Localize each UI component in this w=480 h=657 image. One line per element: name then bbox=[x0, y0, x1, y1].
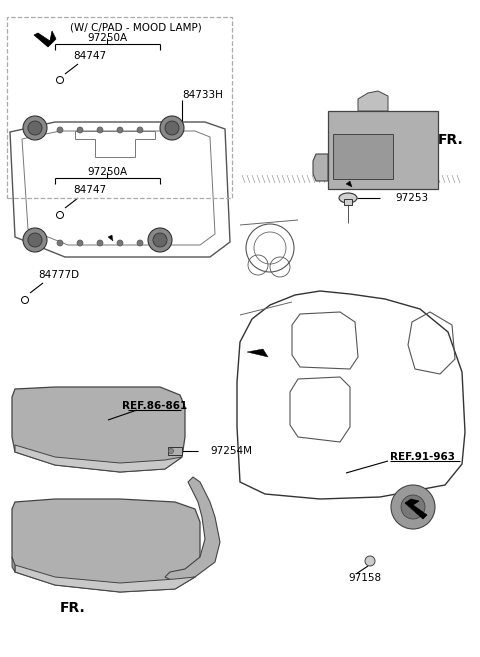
Polygon shape bbox=[405, 499, 427, 519]
Circle shape bbox=[391, 485, 435, 529]
Polygon shape bbox=[12, 499, 200, 592]
Circle shape bbox=[57, 240, 63, 246]
Circle shape bbox=[137, 240, 143, 246]
Circle shape bbox=[77, 127, 83, 133]
Circle shape bbox=[57, 127, 63, 133]
Text: (W/ C/PAD - MOOD LAMP): (W/ C/PAD - MOOD LAMP) bbox=[70, 22, 202, 32]
Polygon shape bbox=[15, 565, 195, 592]
Circle shape bbox=[153, 233, 167, 247]
Text: FR.: FR. bbox=[438, 133, 464, 147]
Circle shape bbox=[365, 556, 375, 566]
Circle shape bbox=[165, 121, 179, 135]
Polygon shape bbox=[165, 477, 220, 582]
Polygon shape bbox=[12, 387, 185, 472]
Polygon shape bbox=[12, 557, 15, 572]
Text: 84747: 84747 bbox=[73, 185, 106, 195]
Text: 97250A: 97250A bbox=[87, 167, 127, 177]
Bar bbox=[168, 447, 182, 455]
Circle shape bbox=[28, 233, 42, 247]
Circle shape bbox=[117, 240, 123, 246]
Text: 84747: 84747 bbox=[73, 51, 106, 61]
Circle shape bbox=[77, 240, 83, 246]
Circle shape bbox=[137, 127, 143, 133]
Polygon shape bbox=[328, 111, 438, 189]
Text: REF.86-861: REF.86-861 bbox=[122, 401, 188, 411]
Text: 84777D: 84777D bbox=[38, 270, 79, 280]
Circle shape bbox=[401, 495, 425, 519]
Ellipse shape bbox=[339, 193, 357, 203]
Text: 97254M: 97254M bbox=[210, 446, 252, 456]
Bar bbox=[7, 17, 232, 198]
Circle shape bbox=[117, 127, 123, 133]
Text: 84733H: 84733H bbox=[182, 90, 223, 100]
Circle shape bbox=[97, 240, 103, 246]
Polygon shape bbox=[34, 31, 56, 47]
Circle shape bbox=[160, 116, 184, 140]
Text: FR.: FR. bbox=[60, 601, 86, 615]
Polygon shape bbox=[346, 181, 352, 187]
Text: 97253: 97253 bbox=[395, 193, 428, 203]
Circle shape bbox=[97, 127, 103, 133]
Bar bbox=[344, 199, 352, 205]
Polygon shape bbox=[333, 134, 393, 179]
Text: REF.91-963: REF.91-963 bbox=[390, 452, 455, 462]
Polygon shape bbox=[15, 445, 182, 472]
Circle shape bbox=[168, 449, 173, 453]
Text: 97250A: 97250A bbox=[87, 33, 127, 43]
Polygon shape bbox=[247, 349, 268, 357]
Circle shape bbox=[22, 296, 28, 304]
Circle shape bbox=[148, 228, 172, 252]
Circle shape bbox=[28, 121, 42, 135]
Text: 97158: 97158 bbox=[348, 573, 381, 583]
Polygon shape bbox=[313, 154, 328, 181]
Circle shape bbox=[23, 116, 47, 140]
Polygon shape bbox=[358, 91, 388, 111]
Circle shape bbox=[57, 212, 63, 219]
Circle shape bbox=[23, 228, 47, 252]
Circle shape bbox=[57, 76, 63, 83]
Polygon shape bbox=[108, 235, 113, 241]
